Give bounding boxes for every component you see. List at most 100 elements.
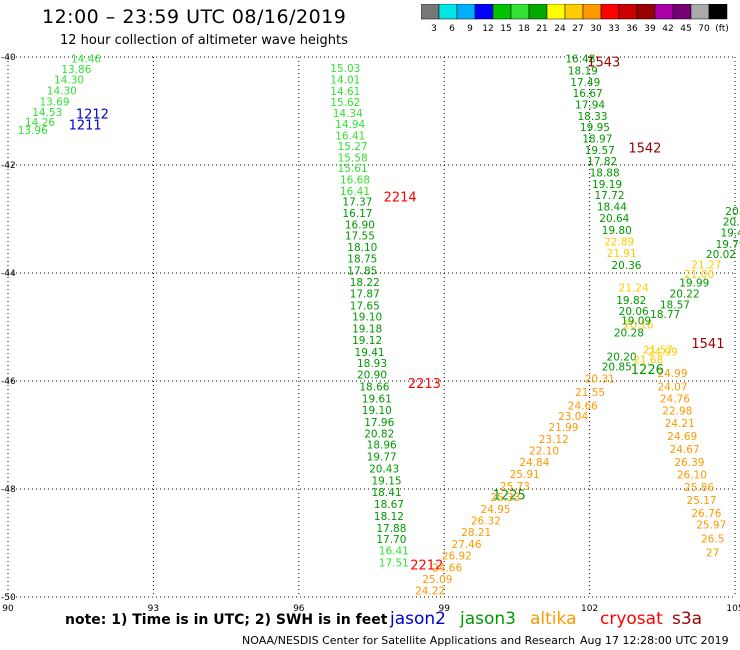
swh-value-label: 18.19	[568, 66, 598, 78]
swh-value-label: 17.72	[594, 190, 624, 202]
footer-note: note: 1) Time is in UTC; 2) SWH is in fe…	[65, 612, 388, 628]
swh-value-label: 15.62	[330, 97, 360, 109]
swh-value-label: 19.79	[716, 239, 740, 251]
swh-value-label: 21.68	[633, 354, 663, 366]
swh-value-label: 24.07	[657, 381, 687, 393]
swh-value-label: 26.32	[471, 515, 501, 527]
swh-value-label: 17.51	[379, 557, 409, 569]
y-tick-label: -46	[1, 377, 16, 387]
pass-number-label: 1212	[76, 108, 109, 123]
swh-value-label: 17.96	[364, 417, 394, 429]
legend-altika: altika	[530, 609, 577, 629]
swh-value-label: 13.96	[18, 125, 48, 137]
swh-value-label: 17.87	[350, 289, 380, 301]
pass-number-label: 2212	[410, 559, 443, 574]
swh-value-label: 14.30	[47, 85, 77, 97]
swh-value-label: 26.10	[677, 469, 707, 481]
swh-value-label: 18.88	[590, 168, 620, 180]
swh-value-label: 15.27	[338, 141, 368, 153]
swh-value-label: 21.55	[575, 387, 605, 399]
swh-value-label: 18.96	[367, 440, 397, 452]
swh-value-label: 17.55	[345, 231, 375, 243]
swh-value-label: 19.10	[352, 312, 382, 324]
swh-value-label: 21.57	[643, 345, 673, 357]
swh-value-label: 17.49	[570, 77, 600, 89]
pass-number-label: 2214	[384, 190, 417, 205]
swh-value-label: 19.61	[362, 393, 392, 405]
pass-number-label: 1542	[628, 142, 661, 157]
legend-jason2: jason2	[390, 609, 446, 629]
swh-value-label: 25.33	[490, 492, 520, 504]
swh-value-label: 19.18	[352, 324, 382, 336]
x-tick-label: 105	[726, 604, 740, 614]
swh-value-label: 17.65	[350, 300, 380, 312]
colorbar-label: 18	[518, 24, 530, 34]
swh-value-label: 21.91	[607, 248, 637, 260]
x-tick-label: 102	[581, 604, 598, 614]
swh-value-label: 25.97	[696, 520, 726, 532]
swh-value-label: 24.99	[657, 368, 687, 380]
colorbar-label: 15	[500, 24, 511, 34]
x-tick-label: 96	[293, 604, 305, 614]
swh-value-label: 18.12	[374, 511, 404, 523]
swh-value-label: 16.68	[340, 175, 370, 187]
swh-value-label: 19.47	[720, 228, 740, 240]
swh-value-label: 13.86	[61, 64, 91, 76]
swh-value-label: 17.88	[376, 523, 406, 535]
swh-value-label: 19.99	[679, 278, 709, 290]
swh-value-label: 26.92	[442, 550, 472, 562]
swh-value-label: 14.94	[335, 119, 365, 131]
swh-value-label: 17.82	[587, 156, 617, 168]
y-tick-label: -40	[1, 53, 16, 63]
swh-value-label: 16.48	[565, 54, 595, 66]
colorbar-label: 42	[662, 24, 673, 34]
pass-number-label: 1211	[69, 119, 102, 134]
swh-value-label: 24.95	[481, 504, 511, 516]
colorbar-label: 36	[626, 24, 638, 34]
swh-value-label: 22.89	[604, 237, 634, 249]
legend-cryosat: cryosat	[600, 609, 663, 629]
colorbar-label: (ft)	[715, 24, 729, 34]
colorbar-label: 24	[554, 24, 566, 34]
swh-value-label: 25.17	[687, 495, 717, 507]
swh-value-label: 21.24	[619, 283, 649, 295]
swh-value-label: 14.01	[330, 75, 360, 87]
swh-value-label: 23.12	[539, 434, 569, 446]
swh-value-label: 23.04	[558, 411, 588, 423]
colorbar-label: 30	[590, 24, 602, 34]
color-scale-legend: 3 6 9 12 15 18 21 24 27 30 33 36 39 42 45 70 (ft)	[421, 4, 729, 34]
swh-value-label: 16.41	[335, 130, 365, 142]
swh-value-label: 24.76	[660, 393, 690, 405]
swh-value-label: 24.22	[415, 586, 445, 598]
swh-value-label: 19.80	[602, 225, 632, 237]
swh-value-label: 16.67	[573, 88, 603, 100]
colorbar-label: 3	[431, 24, 437, 34]
swh-value-label: 18.41	[372, 487, 402, 499]
swh-value-label: 20.28	[614, 327, 644, 339]
x-tick-label: 90	[2, 604, 14, 614]
credit-text: NOAA/NESDIS Center for Satellite Applica…	[242, 634, 576, 647]
y-tick-label: -48	[1, 485, 16, 495]
swh-value-label: 16.17	[342, 208, 372, 220]
swh-value-label: 18.44	[597, 202, 627, 214]
swh-value-label: 21.27	[691, 259, 721, 271]
swh-value-label: 20.02	[706, 249, 736, 261]
swh-value-label: 26.39	[674, 457, 704, 469]
colorbar-label: 6	[449, 24, 455, 34]
colorbar-label: 33	[608, 24, 619, 34]
swh-value-label: 22.10	[529, 446, 559, 458]
chart-subtitle: 12 hour collection of altimeter wave hei…	[60, 33, 348, 48]
updated-timestamp: Aug 17 12:28:00 UTC 2019	[580, 634, 729, 647]
swh-value-label: 19.15	[372, 475, 402, 487]
swh-value-label: 18.22	[350, 277, 380, 289]
colorbar-label: 70	[698, 24, 710, 34]
x-tick-label: 93	[148, 604, 159, 614]
colorbar-label: 39	[644, 24, 656, 34]
swh-value-label: 26.76	[691, 508, 721, 520]
swh-value-label: 20.36	[611, 260, 641, 272]
legend-jason3: jason3	[460, 609, 516, 629]
swh-value-label: 17.94	[575, 100, 605, 112]
swh-value-label: 17.70	[376, 534, 406, 546]
swh-value-label: 15.58	[338, 152, 368, 164]
swh-value-label: 19.77	[367, 452, 397, 464]
